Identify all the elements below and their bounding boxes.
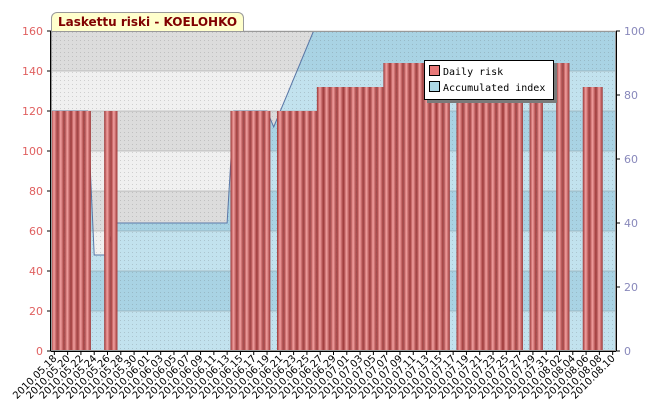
daily-risk-bar <box>383 63 390 351</box>
daily-risk-bar <box>429 63 437 351</box>
daily-risk-bar <box>463 87 470 351</box>
daily-risk-bar <box>443 63 450 351</box>
daily-risk-bar <box>350 87 357 351</box>
left-axis-tick-label: 140 <box>22 65 43 78</box>
left-axis-tick-label: 20 <box>29 305 43 318</box>
daily-risk-bar <box>310 111 317 351</box>
daily-risk-bar <box>250 111 258 351</box>
left-axis-tick-label: 100 <box>22 145 43 158</box>
left-axis-tick-label: 120 <box>22 105 43 118</box>
daily-risk-bar <box>469 87 477 351</box>
daily-risk-bar <box>277 111 284 351</box>
daily-risk-bar <box>290 111 297 351</box>
daily-risk-bar <box>423 63 430 351</box>
daily-risk-bar <box>396 63 404 351</box>
daily-risk-bar <box>263 111 271 351</box>
legend-item-daily-risk: Daily risk <box>429 65 503 79</box>
daily-risk-bar <box>390 63 397 351</box>
daily-risk-bar <box>436 63 444 351</box>
daily-risk-bar <box>330 87 337 351</box>
daily-risk-bar <box>296 111 304 351</box>
daily-risk-bar <box>257 111 264 351</box>
daily-risk-bar <box>582 87 590 351</box>
daily-risk-bar <box>503 87 510 351</box>
daily-risk-bar <box>489 87 497 351</box>
right-axis-tick-label: 80 <box>624 89 638 102</box>
daily-risk-bar <box>409 63 417 351</box>
daily-risk-bar <box>243 111 251 351</box>
daily-risk-bar <box>343 87 351 351</box>
daily-risk-bar <box>562 63 570 351</box>
daily-risk-bar <box>556 63 563 351</box>
daily-risk-bar <box>57 111 65 351</box>
left-axis-tick-label: 80 <box>29 185 43 198</box>
daily-risk-bar <box>84 111 91 351</box>
daily-risk-bar <box>483 87 490 351</box>
left-axis-tick-label: 40 <box>29 265 43 278</box>
legend-item-accumulated-index: Accumulated index <box>429 81 545 95</box>
plot-frame <box>51 31 616 351</box>
right-axis-tick-label: 40 <box>624 217 638 230</box>
daily-risk-bar <box>237 111 244 351</box>
daily-risk-bar <box>104 111 111 351</box>
daily-risk-bar <box>323 87 331 351</box>
daily-risk-bar <box>77 111 85 351</box>
daily-risk-bar <box>230 111 238 351</box>
daily-risk-bar <box>110 111 118 351</box>
daily-risk-bar <box>496 87 503 351</box>
daily-risk-bar <box>316 87 324 351</box>
daily-risk-bar <box>529 87 537 351</box>
daily-risk-bar <box>64 111 71 351</box>
daily-risk-bar <box>456 87 464 351</box>
daily-risk-bar <box>516 87 523 351</box>
chart-title: Laskettu riski - KOELOHKO <box>51 12 245 31</box>
daily-risk-bar <box>51 111 58 351</box>
legend-label-daily-risk: Daily risk <box>443 67 504 78</box>
daily-risk-bar <box>336 87 344 351</box>
daily-risk-bar <box>589 87 597 351</box>
daily-risk-bar <box>596 87 603 351</box>
daily-risk-bar <box>509 87 517 351</box>
legend-swatch-daily-risk <box>429 65 440 76</box>
daily-risk-bar <box>376 87 384 351</box>
right-axis-tick-label: 100 <box>624 25 645 38</box>
daily-risk-bar <box>303 111 311 351</box>
daily-risk-bar <box>403 63 410 351</box>
right-axis-tick-label: 0 <box>624 345 631 358</box>
daily-risk-bar <box>356 87 364 351</box>
daily-risk-bar <box>416 63 424 351</box>
daily-risk-bar <box>370 87 377 351</box>
legend-swatch-accumulated-index <box>429 81 440 92</box>
daily-risk-bar <box>70 111 78 351</box>
daily-risk-bar <box>536 87 543 351</box>
daily-risk-bar <box>476 87 484 351</box>
right-axis-tick-label: 20 <box>624 281 638 294</box>
daily-risk-bar <box>363 87 371 351</box>
legend-label-accumulated-index: Accumulated index <box>443 83 546 94</box>
left-axis-tick-label: 160 <box>22 25 43 38</box>
left-axis-tick-label: 60 <box>29 225 43 238</box>
legend: Daily risk Accumulated index <box>424 60 554 100</box>
right-axis-tick-label: 60 <box>624 153 638 166</box>
daily-risk-bar <box>283 111 291 351</box>
left-axis-tick-label: 0 <box>36 345 43 358</box>
